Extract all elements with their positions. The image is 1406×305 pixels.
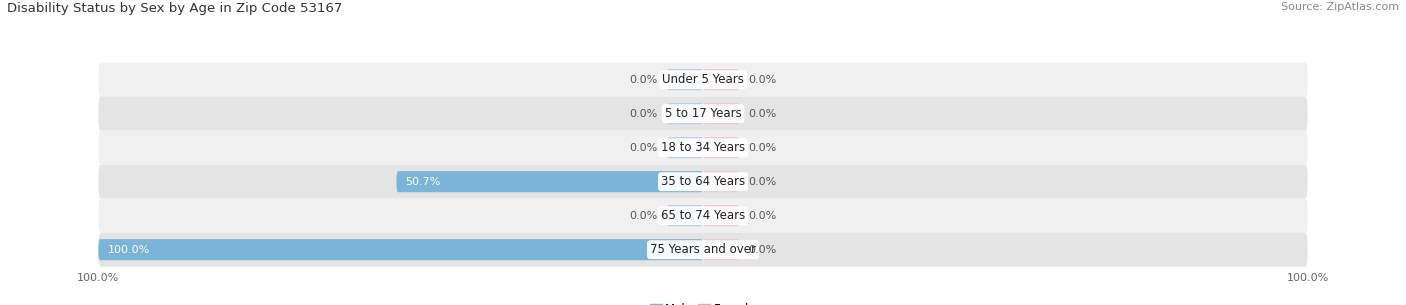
Text: 35 to 64 Years: 35 to 64 Years [661,175,745,188]
Text: 0.0%: 0.0% [748,143,776,153]
FancyBboxPatch shape [703,171,740,192]
FancyBboxPatch shape [666,205,703,226]
Text: 18 to 34 Years: 18 to 34 Years [661,141,745,154]
FancyBboxPatch shape [98,97,1308,131]
FancyBboxPatch shape [703,69,740,90]
FancyBboxPatch shape [98,233,1308,267]
FancyBboxPatch shape [666,103,703,124]
FancyBboxPatch shape [98,165,1308,199]
Text: Disability Status by Sex by Age in Zip Code 53167: Disability Status by Sex by Age in Zip C… [7,2,343,15]
Text: 50.7%: 50.7% [405,177,441,187]
Text: 0.0%: 0.0% [630,75,658,85]
Text: 0.0%: 0.0% [630,211,658,221]
FancyBboxPatch shape [98,131,1308,165]
Text: 5 to 17 Years: 5 to 17 Years [665,107,741,120]
Text: 0.0%: 0.0% [630,109,658,119]
Text: Source: ZipAtlas.com: Source: ZipAtlas.com [1281,2,1399,12]
Text: 0.0%: 0.0% [748,109,776,119]
FancyBboxPatch shape [666,69,703,90]
Text: 100.0%: 100.0% [107,245,149,255]
FancyBboxPatch shape [98,239,703,260]
Text: 0.0%: 0.0% [748,75,776,85]
FancyBboxPatch shape [703,137,740,158]
FancyBboxPatch shape [703,205,740,226]
FancyBboxPatch shape [98,199,1308,233]
FancyBboxPatch shape [666,137,703,158]
Legend: Male, Female: Male, Female [645,298,761,305]
Text: 75 Years and over: 75 Years and over [650,243,756,256]
Text: Under 5 Years: Under 5 Years [662,73,744,86]
FancyBboxPatch shape [703,103,740,124]
Text: 0.0%: 0.0% [748,211,776,221]
Text: 0.0%: 0.0% [748,245,776,255]
Text: 0.0%: 0.0% [748,177,776,187]
Text: 65 to 74 Years: 65 to 74 Years [661,209,745,222]
FancyBboxPatch shape [98,63,1308,97]
FancyBboxPatch shape [396,171,703,192]
Text: 0.0%: 0.0% [630,143,658,153]
FancyBboxPatch shape [703,239,740,260]
